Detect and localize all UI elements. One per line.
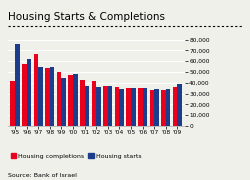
Bar xyxy=(73,74,78,126)
Bar xyxy=(178,84,182,126)
Bar xyxy=(34,54,38,126)
Bar xyxy=(161,90,166,126)
Bar xyxy=(138,88,143,126)
Bar xyxy=(62,78,66,126)
Bar xyxy=(92,81,96,126)
Bar xyxy=(10,81,15,126)
Bar xyxy=(68,75,73,126)
Bar xyxy=(80,80,85,126)
Bar xyxy=(15,44,20,126)
Bar xyxy=(22,64,27,126)
Text: Source: Bank of Israel: Source: Bank of Israel xyxy=(8,173,76,178)
Bar xyxy=(115,87,119,126)
Bar xyxy=(103,86,108,126)
Bar xyxy=(108,86,112,126)
Legend: Housing completions, Housing starts: Housing completions, Housing starts xyxy=(10,153,141,159)
Bar xyxy=(50,67,54,126)
Bar xyxy=(166,89,170,126)
Bar xyxy=(126,88,131,126)
Bar xyxy=(85,86,89,126)
Bar xyxy=(27,59,31,126)
Bar xyxy=(173,87,178,126)
Text: Housing Starts & Completions: Housing Starts & Completions xyxy=(8,12,164,22)
Bar xyxy=(143,88,147,126)
Bar xyxy=(131,88,136,126)
Bar xyxy=(120,89,124,126)
Bar xyxy=(150,90,154,126)
Bar xyxy=(38,67,43,126)
Bar xyxy=(154,89,159,126)
Bar xyxy=(45,68,50,126)
Bar xyxy=(96,87,101,126)
Bar xyxy=(57,72,62,126)
